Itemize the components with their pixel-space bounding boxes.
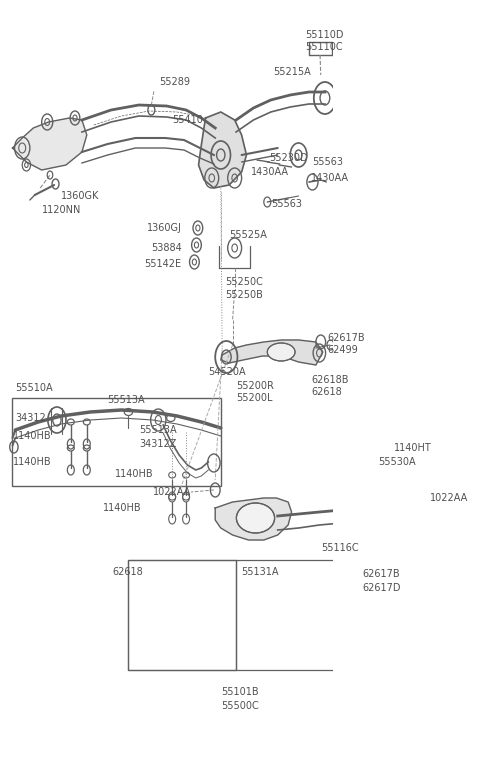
Text: 1430AA: 1430AA bbox=[311, 173, 349, 183]
Text: 55110C: 55110C bbox=[305, 42, 343, 52]
Text: 55563: 55563 bbox=[312, 157, 343, 167]
Text: 1430AA: 1430AA bbox=[252, 167, 289, 177]
Text: 1140HT: 1140HT bbox=[395, 443, 432, 453]
Text: 62617B: 62617B bbox=[362, 569, 400, 579]
Text: 1022AA: 1022AA bbox=[153, 487, 191, 497]
Text: 62617B: 62617B bbox=[328, 333, 365, 343]
Text: 55410: 55410 bbox=[172, 115, 203, 125]
Text: 1140HB: 1140HB bbox=[115, 469, 153, 479]
Text: 55200R: 55200R bbox=[236, 381, 274, 391]
Text: 55250C: 55250C bbox=[226, 277, 264, 287]
Text: 55200L: 55200L bbox=[236, 393, 273, 403]
Text: 55131A: 55131A bbox=[241, 567, 279, 577]
Text: 55513A: 55513A bbox=[108, 395, 145, 405]
Text: 55289: 55289 bbox=[160, 77, 191, 87]
Text: 53884: 53884 bbox=[151, 243, 182, 253]
Text: 55510A: 55510A bbox=[15, 383, 53, 393]
Text: 1360GK: 1360GK bbox=[61, 191, 99, 201]
Text: 54520A: 54520A bbox=[208, 367, 246, 377]
Text: 55230D: 55230D bbox=[269, 153, 308, 163]
Text: 1140HB: 1140HB bbox=[12, 431, 51, 441]
Ellipse shape bbox=[236, 503, 275, 533]
Text: 55142E: 55142E bbox=[144, 259, 181, 269]
Text: 55513A: 55513A bbox=[139, 425, 177, 435]
Polygon shape bbox=[221, 340, 323, 365]
Text: 55530A: 55530A bbox=[378, 457, 416, 467]
Text: 55110D: 55110D bbox=[305, 30, 344, 40]
Text: 1360GJ: 1360GJ bbox=[147, 223, 182, 233]
Polygon shape bbox=[215, 498, 291, 540]
Text: 55116C: 55116C bbox=[321, 543, 359, 553]
Text: 34312: 34312 bbox=[15, 413, 46, 423]
Text: 62499: 62499 bbox=[328, 345, 359, 355]
Text: 62617D: 62617D bbox=[362, 583, 401, 593]
Polygon shape bbox=[199, 112, 246, 188]
Text: 55215A: 55215A bbox=[274, 67, 312, 77]
Text: 55525A: 55525A bbox=[229, 230, 267, 240]
Polygon shape bbox=[12, 118, 87, 170]
Text: 34312Z: 34312Z bbox=[139, 439, 176, 449]
Text: 1022AA: 1022AA bbox=[431, 493, 468, 503]
Ellipse shape bbox=[267, 343, 295, 361]
Text: 1140HB: 1140HB bbox=[103, 503, 142, 513]
Text: 62618: 62618 bbox=[311, 387, 342, 397]
Text: 62618: 62618 bbox=[112, 567, 143, 577]
Text: 55500C: 55500C bbox=[221, 701, 259, 711]
Text: 1120NN: 1120NN bbox=[42, 205, 81, 215]
Text: 1140HB: 1140HB bbox=[12, 457, 51, 467]
Text: 55563: 55563 bbox=[271, 199, 302, 209]
Text: 62618B: 62618B bbox=[311, 375, 348, 385]
Text: 55101B: 55101B bbox=[221, 687, 258, 697]
Text: 55250B: 55250B bbox=[226, 290, 264, 300]
